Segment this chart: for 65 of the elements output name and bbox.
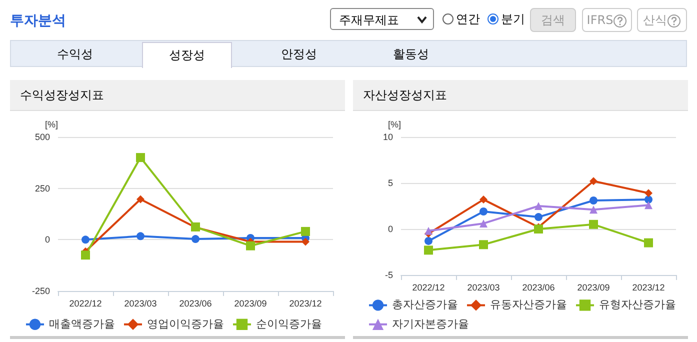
- y-tick-label: 10: [382, 132, 393, 142]
- x-tick-label: 2023/12: [632, 282, 665, 292]
- point: [192, 235, 200, 244]
- text: 연간: [456, 11, 480, 28]
- point: [590, 177, 598, 186]
- point: [424, 236, 432, 245]
- legend-label: 영업이익증가율: [147, 318, 224, 330]
- legend-label: 자기자본증가율: [392, 318, 469, 330]
- x-tick-label: 2023/03: [124, 298, 157, 308]
- point: [136, 195, 144, 204]
- text: 주재무제표: [330, 8, 434, 30]
- point: [534, 213, 542, 222]
- text: 성장성: [142, 42, 232, 68]
- x-tick-label: 2022/12: [69, 298, 102, 308]
- point: [424, 226, 432, 235]
- legend-label: 총자산증가율: [392, 299, 458, 312]
- chart-title: 자산성장성지표: [353, 80, 688, 111]
- text: IFRS: [586, 13, 614, 27]
- point: [590, 206, 598, 214]
- point: [81, 250, 90, 260]
- point: [479, 240, 488, 250]
- x-tick-label: 2023/06: [522, 282, 555, 292]
- x-tick-label: 2023/09: [577, 282, 610, 292]
- point: [136, 153, 145, 162]
- legend-label: 유형자산증가율: [599, 299, 676, 312]
- point: [644, 201, 652, 210]
- x-tick-label: 2023/09: [234, 298, 267, 308]
- legend-label: 순이익증가율: [256, 318, 322, 330]
- x-tick-label: 2023/03: [467, 282, 500, 292]
- point: [534, 202, 542, 210]
- text: 검색: [530, 8, 576, 32]
- y-tick-label: -5: [384, 270, 393, 280]
- point: [136, 232, 144, 240]
- point: [302, 238, 310, 246]
- text: 활동성: [392, 46, 430, 63]
- y-axis-title: [%]: [388, 120, 401, 130]
- point: [480, 219, 488, 228]
- point: [424, 246, 433, 255]
- y-tick-label: 250: [34, 183, 50, 194]
- point: [589, 220, 598, 229]
- y-tick-label: 0: [388, 224, 393, 234]
- y-axis-title: [%]: [44, 120, 58, 130]
- y-tick-label: 0: [44, 234, 50, 245]
- chart-title: 수익성장성지표: [10, 80, 345, 111]
- legend-label: 매출액증가율: [49, 318, 115, 330]
- point: [644, 238, 653, 248]
- y-tick-label: 500: [34, 132, 50, 142]
- point: [480, 208, 488, 216]
- text: 안정성: [280, 46, 318, 63]
- x-tick-label: 2023/06: [179, 298, 212, 308]
- point: [480, 196, 488, 204]
- x-tick-label: 2022/12: [412, 282, 445, 292]
- y-tick-label: 5: [388, 178, 393, 188]
- point: [82, 236, 90, 244]
- text: 산식: [643, 13, 667, 27]
- point: [644, 189, 652, 198]
- x-tick-label: 2023/12: [289, 298, 322, 308]
- text: 수익성: [56, 46, 94, 63]
- y-tick-label: -250: [32, 286, 50, 296]
- text: 투자분석: [10, 12, 66, 30]
- text: 분기: [501, 11, 525, 28]
- point: [590, 196, 598, 204]
- legend-label: 유동자산증가율: [490, 299, 567, 312]
- point: [246, 241, 255, 250]
- point: [301, 226, 310, 236]
